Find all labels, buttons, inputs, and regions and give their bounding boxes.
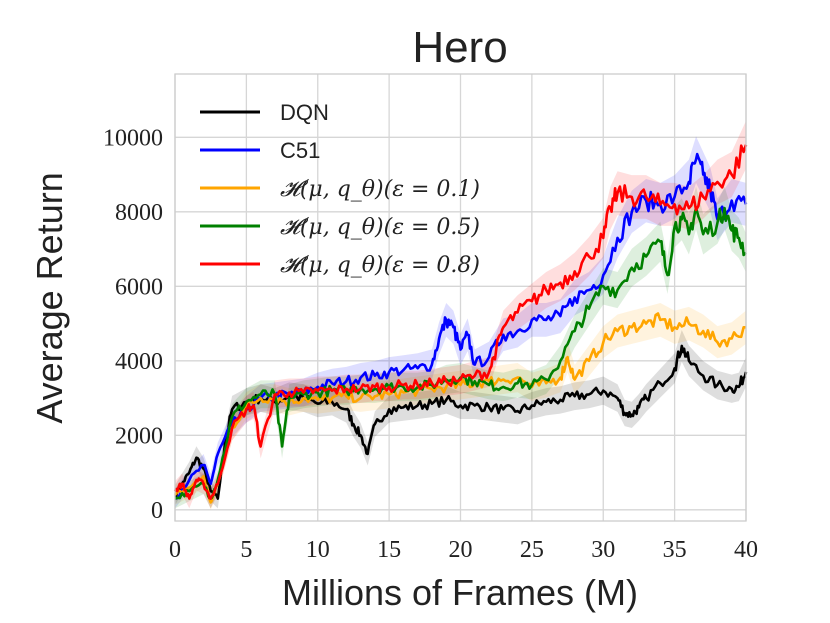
- series-line-2: [173, 312, 746, 504]
- y-axis-label: Average Return: [29, 172, 70, 424]
- variance-bands: [175, 120, 746, 510]
- x-tick-label: 20: [449, 537, 473, 563]
- series-band: [175, 302, 746, 510]
- y-tick-label: 0: [151, 498, 163, 524]
- y-tick-label: 8000: [115, 200, 163, 226]
- series-line-3: [174, 206, 747, 500]
- y-tick-label: 2000: [115, 423, 163, 449]
- legend-label: DQN: [280, 100, 329, 125]
- y-tick-label: 6000: [115, 274, 163, 300]
- x-tick-label: 5: [240, 537, 252, 563]
- legend: DQN C51 𝓗(μ, q_θ)(ε = 0.1) 𝓗(μ, q_θ)(ε = 0.…: [200, 100, 480, 278]
- x-tick-label: 15: [377, 537, 401, 563]
- series-lines: [173, 144, 748, 504]
- series-band: [175, 120, 746, 509]
- x-tick-label: 35: [663, 537, 687, 563]
- legend-label: 𝓗(μ, q_θ)(ε = 0.5): [280, 215, 480, 240]
- series-band: [175, 136, 746, 509]
- x-tick-label: 40: [734, 537, 758, 563]
- series-line-0: [174, 344, 748, 500]
- plot-border: [174, 73, 747, 522]
- x-tick-label: 10: [306, 537, 330, 563]
- y-tick-label: 10000: [103, 125, 163, 151]
- legend-label: 𝓗(μ, q_θ)(ε = 0.1): [280, 177, 480, 202]
- x-axis-label: Millions of Frames (M): [282, 572, 638, 613]
- x-tick-label: 0: [169, 537, 181, 563]
- plot-frame: [174, 73, 747, 522]
- series-line-4: [173, 144, 748, 500]
- chart-title: Hero: [412, 23, 507, 72]
- x-tick-label: 30: [591, 537, 615, 563]
- series-band: [175, 186, 746, 509]
- legend-label: C51: [280, 138, 320, 163]
- tick-labels: 0 5 10 15 20 25 30 35 40 0 2000 4000 6000 8000 10000: [103, 125, 758, 563]
- y-tick-label: 4000: [115, 349, 163, 375]
- x-tick-label: 25: [520, 537, 544, 563]
- legend-label: 𝓗(μ, q_θ)(ε = 0.8): [280, 253, 480, 278]
- series-band: [175, 330, 746, 509]
